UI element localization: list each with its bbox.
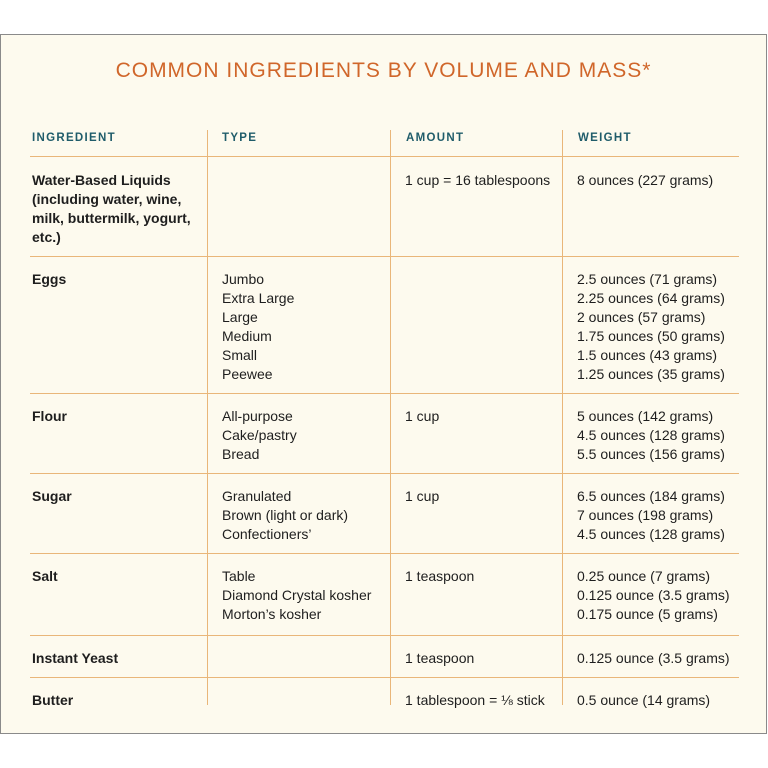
weight-cell: 6.5 ounces (184 grams) 7 ounces (198 gram…	[577, 487, 725, 544]
weight-value: 2.25 ounces (64 grams)	[577, 290, 725, 306]
weight-cell: 8 ounces (227 grams)	[577, 171, 713, 190]
chart-title: COMMON INGREDIENTS BY VOLUME AND MASS*	[115, 59, 652, 82]
type-value: All-purpose	[222, 408, 293, 424]
ingredient-name: Flour	[32, 408, 67, 424]
column-divider	[562, 130, 563, 705]
amount-value: 1 tablespoon = ⅛ stick	[405, 692, 545, 708]
header-ingredient: INGREDIENT	[32, 132, 116, 144]
type-cell: All-purpose Cake/pastry Bread	[222, 407, 297, 464]
row-divider	[30, 156, 739, 157]
amount-value: 1 cup	[405, 488, 440, 504]
weight-value: 0.125 ounce (3.5 grams)	[577, 587, 730, 603]
amount-value: 1 cup	[405, 408, 440, 424]
header-weight: WEIGHT	[578, 132, 632, 144]
header-amount: AMOUNT	[406, 132, 465, 144]
weight-cell: 5 ounces (142 grams) 4.5 ounces (128 gram…	[577, 407, 725, 464]
weight-value: 4.5 ounces (128 grams)	[577, 427, 725, 443]
weight-value: 5 ounces (142 grams)	[577, 408, 714, 424]
type-cell: Table Diamond Crystal kosher Morton’s kosh…	[222, 567, 371, 624]
ingredient-name: Salt	[32, 568, 58, 584]
type-value: Table	[222, 568, 256, 584]
type-value: Morton’s kosher	[222, 606, 322, 622]
ingredient-name: Instant Yeast	[32, 650, 119, 666]
type-value: Extra Large	[222, 290, 295, 306]
type-cell: Jumbo Extra Large Large Medium Small Peewee	[222, 270, 294, 384]
weight-value: 6.5 ounces (184 grams)	[577, 488, 725, 504]
type-value: Small	[222, 347, 258, 363]
amount-value: 1 teaspoon	[405, 568, 475, 584]
ingredient-name: Sugar	[32, 488, 72, 504]
ingredient-name: Butter	[32, 692, 74, 708]
amount-value: 1 cup = 16 tablespoons	[405, 172, 551, 188]
row-divider	[30, 635, 739, 636]
weight-value: 2 ounces (57 grams)	[577, 309, 706, 325]
ingredient-name: Eggs	[32, 271, 67, 287]
header-type: TYPE	[222, 132, 258, 144]
weight-cell: 0.25 ounce (7 grams) 0.125 ounce (3.5 gra…	[577, 567, 730, 624]
type-value: Jumbo	[222, 271, 265, 287]
weight-value: 1.5 ounces (43 grams)	[577, 347, 718, 363]
row-divider	[30, 393, 739, 394]
weight-value: 2.5 ounces (71 grams)	[577, 271, 718, 287]
weight-cell: 0.125 ounce (3.5 grams)	[577, 649, 730, 668]
row-divider	[30, 553, 739, 554]
weight-value: 7 ounces (198 grams)	[577, 507, 714, 523]
weight-value: 1.75 ounces (50 grams)	[577, 328, 725, 344]
weight-value: 0.125 ounce (3.5 grams)	[577, 650, 730, 666]
type-value: Brown (light or dark)	[222, 507, 349, 523]
weight-value: 8 ounces (227 grams)	[577, 172, 714, 188]
column-divider	[207, 130, 208, 705]
type-value: Diamond Crystal kosher	[222, 587, 372, 603]
type-value: Bread	[222, 446, 260, 462]
weight-value: 4.5 ounces (128 grams)	[577, 526, 725, 542]
weight-value: 1.25 ounces (35 grams)	[577, 366, 725, 382]
weight-value: 0.25 ounce (7 grams)	[577, 568, 711, 584]
ingredient-chart-panel: COMMON INGREDIENTS BY VOLUME AND MASS* I…	[0, 34, 767, 734]
type-value: Confectioners’	[222, 526, 312, 542]
row-divider	[30, 256, 739, 257]
ingredient-name: Water-Based Liquids (including water, wi…	[32, 172, 191, 245]
weight-value: 0.175 ounce (5 grams)	[577, 606, 718, 622]
type-value: Cake/pastry	[222, 427, 297, 443]
type-value: Granulated	[222, 488, 292, 504]
amount-value: 1 teaspoon	[405, 650, 475, 666]
weight-value: 5.5 ounces (156 grams)	[577, 446, 725, 462]
type-value: Peewee	[222, 366, 273, 382]
weight-cell: 0.5 ounce (14 grams)	[577, 691, 710, 710]
row-divider	[30, 677, 739, 678]
column-divider	[390, 130, 391, 705]
type-value: Large	[222, 309, 258, 325]
weight-value: 0.5 ounce (14 grams)	[577, 692, 711, 708]
type-cell: Granulated Brown (light or dark) Confectio…	[222, 487, 348, 544]
type-value: Medium	[222, 328, 272, 344]
row-divider	[30, 473, 739, 474]
weight-cell: 2.5 ounces (71 grams) 2.25 ounces (64 gra…	[577, 270, 725, 384]
